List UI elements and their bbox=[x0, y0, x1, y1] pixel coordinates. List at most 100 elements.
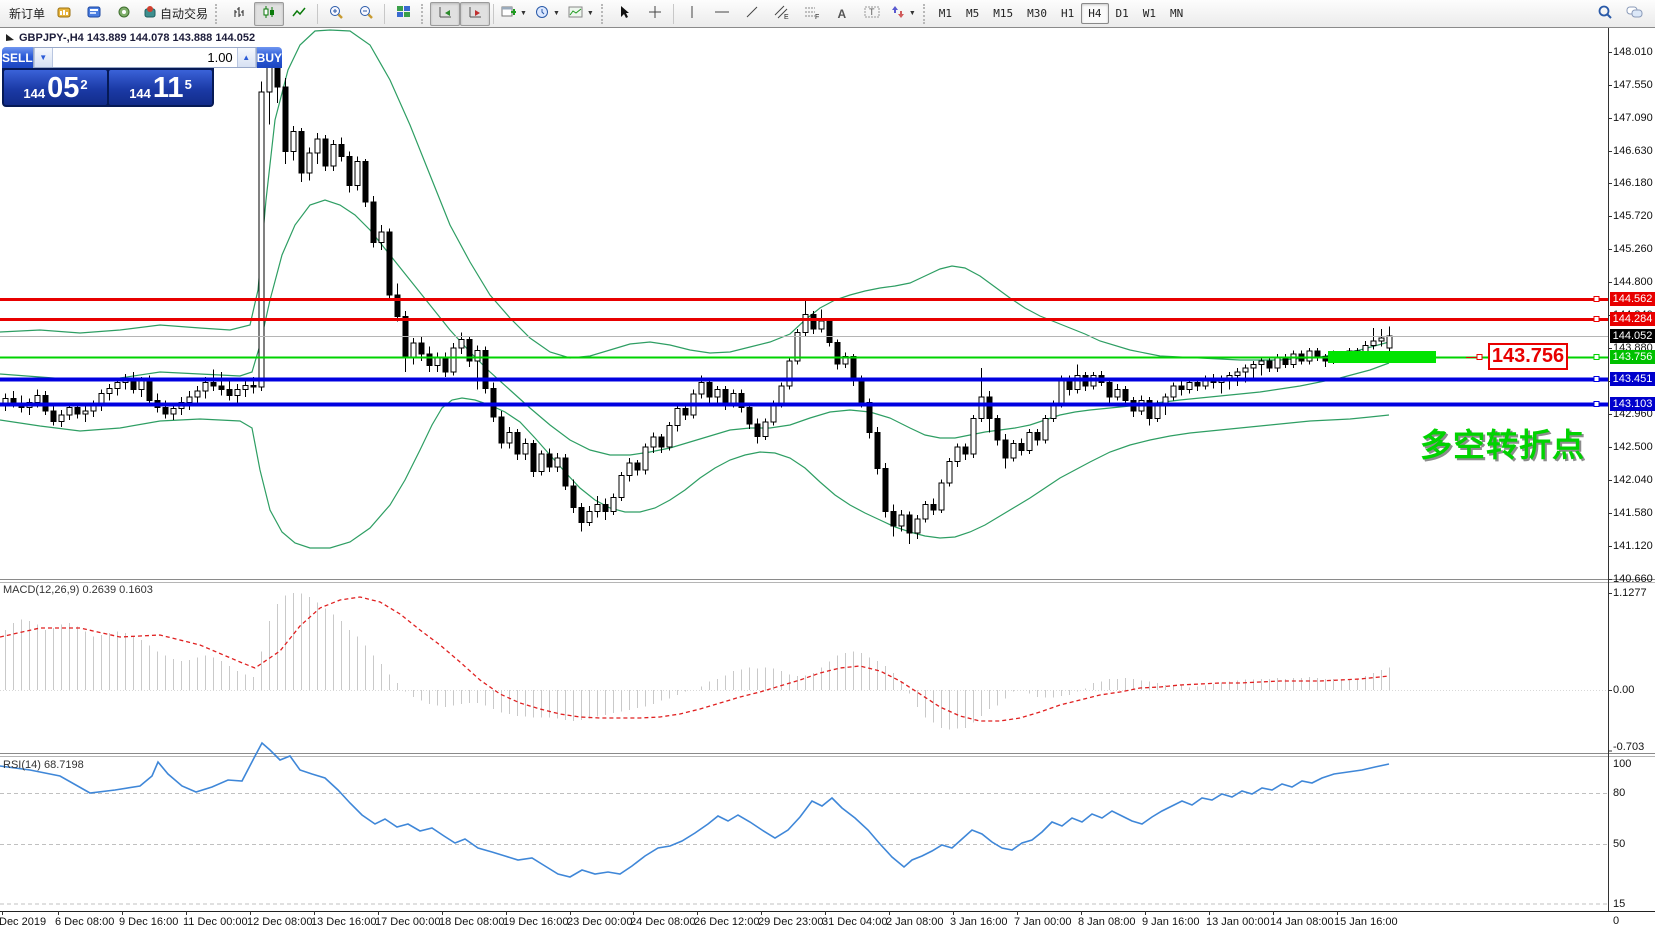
toolbar-grip bbox=[600, 3, 607, 24]
bollinger-lower-band bbox=[0, 397, 1390, 549]
buy-button[interactable]: BUY bbox=[256, 47, 283, 68]
bar-chart-button[interactable] bbox=[224, 2, 254, 26]
time-tick-label: 9 Dec 16:00 bbox=[119, 916, 179, 928]
arrows-button[interactable]: ▼ bbox=[887, 2, 920, 26]
main-toolbar: 新订单 自动交易 bbox=[0, 0, 1655, 28]
time-tick-label: 15 Jan 16:00 bbox=[1334, 916, 1398, 928]
line-handle[interactable] bbox=[1593, 296, 1600, 302]
price-tick-label: 142.960 bbox=[1613, 408, 1653, 420]
chart-shift-button[interactable] bbox=[460, 1, 491, 26]
market-watch-button[interactable] bbox=[79, 2, 109, 26]
terminal-icon bbox=[87, 5, 101, 22]
price-marker-144.562[interactable]: 144.562 bbox=[1610, 292, 1655, 306]
search-button[interactable] bbox=[1590, 2, 1620, 26]
search-icon bbox=[1597, 4, 1613, 23]
macd-tick-label: 0.00 bbox=[1613, 684, 1635, 696]
timeframe-button-d1[interactable]: D1 bbox=[1115, 7, 1129, 20]
price-tick-label: 144.800 bbox=[1613, 276, 1653, 288]
auto-scroll-button[interactable] bbox=[430, 1, 461, 26]
time-tick-label: 14 Jan 08:00 bbox=[1270, 916, 1334, 928]
annotation-text[interactable]: 多空转折点 bbox=[1420, 427, 1586, 463]
signal-icon bbox=[117, 5, 131, 22]
volume-decrease-button[interactable]: ▼ bbox=[33, 48, 53, 67]
indicators-icon bbox=[568, 5, 583, 22]
text-button[interactable]: A bbox=[827, 2, 857, 26]
price-marker-144.284[interactable]: 144.284 bbox=[1610, 312, 1655, 326]
sell-price-big: 05 bbox=[47, 72, 80, 105]
label-anchor[interactable] bbox=[1476, 354, 1483, 361]
sell-price-display[interactable]: 144 05 2 bbox=[4, 70, 107, 105]
time-tick-label: 23 Dec 00:00 bbox=[567, 916, 633, 928]
line-handle[interactable] bbox=[1593, 316, 1600, 322]
highlight-zone[interactable] bbox=[1328, 351, 1436, 364]
timeframe-button-m1[interactable]: M1 bbox=[938, 7, 953, 20]
timeframe-button-mn[interactable]: MN bbox=[1170, 7, 1184, 20]
buy-price-display[interactable]: 144 11 5 bbox=[109, 70, 212, 105]
auto-trading-button[interactable]: 自动交易 bbox=[139, 2, 212, 26]
chat-button[interactable] bbox=[1620, 2, 1650, 26]
time-tick-label: 29 Dec 23:00 bbox=[758, 916, 824, 928]
new-chart-button[interactable]: ▼ bbox=[497, 2, 531, 26]
candlestick-icon bbox=[262, 5, 276, 22]
channel-icon: E bbox=[774, 5, 790, 23]
line-handle[interactable] bbox=[1593, 401, 1600, 407]
price-callout-label[interactable]: 143.756 bbox=[1488, 343, 1568, 370]
macd-histogram bbox=[5, 592, 1390, 730]
text-label-button[interactable]: T bbox=[857, 2, 887, 26]
timeframe-button-h4[interactable]: H4 bbox=[1081, 3, 1109, 24]
macd-tick-label: 1.1277 bbox=[1613, 587, 1647, 599]
profiles-button[interactable]: ▼ bbox=[531, 2, 564, 26]
tile-windows-button[interactable] bbox=[388, 2, 418, 26]
rsi-tick-label: 15 bbox=[1613, 898, 1626, 910]
horizontal-line-button[interactable] bbox=[707, 2, 737, 26]
candlesticks bbox=[2, 54, 1393, 544]
indicators-button[interactable]: ▼ bbox=[564, 2, 598, 26]
vertical-line-button[interactable] bbox=[677, 2, 707, 26]
price-tick-label: 141.120 bbox=[1613, 540, 1653, 552]
timeframe-button-m30[interactable]: M30 bbox=[1027, 7, 1048, 20]
timeframe-button-h1[interactable]: H1 bbox=[1061, 7, 1075, 20]
zoom-in-button[interactable] bbox=[321, 2, 351, 26]
line-handle[interactable] bbox=[1593, 354, 1600, 360]
time-tick-label: 13 Jan 00:00 bbox=[1206, 916, 1270, 928]
rsi-tick-label: 80 bbox=[1613, 787, 1626, 799]
auto-trading-icon bbox=[143, 5, 157, 22]
trendline-icon bbox=[745, 5, 759, 22]
price-marker-143.756[interactable]: 143.756 bbox=[1610, 350, 1655, 364]
time-tick-label: 18 Dec 08:00 bbox=[439, 916, 505, 928]
volume-input[interactable] bbox=[52, 48, 237, 67]
fibonacci-button[interactable]: F bbox=[797, 2, 827, 26]
timeframe-button-m5[interactable]: M5 bbox=[966, 7, 980, 20]
cursor-button[interactable] bbox=[610, 2, 640, 26]
vertical-line-icon bbox=[687, 5, 697, 22]
equidistant-channel-button[interactable]: E bbox=[767, 2, 797, 26]
line-chart-button[interactable] bbox=[284, 2, 314, 26]
rsi-tick-label: 50 bbox=[1613, 838, 1626, 850]
crosshair-button[interactable] bbox=[640, 2, 670, 26]
line-handle[interactable] bbox=[1593, 376, 1600, 382]
symbol-header: GBPJPY-,H4 143.889 144.078 143.888 144.0… bbox=[6, 32, 255, 44]
time-tick-label: 17 Dec 00:00 bbox=[375, 916, 441, 928]
price-marker-143.451[interactable]: 143.451 bbox=[1610, 372, 1655, 386]
volume-increase-button[interactable]: ▲ bbox=[236, 48, 256, 67]
sell-price-sup: 2 bbox=[80, 77, 88, 92]
candlestick-chart-button[interactable] bbox=[254, 1, 285, 26]
clock-icon bbox=[535, 5, 549, 22]
charts-window-button[interactable] bbox=[49, 2, 79, 26]
time-tick-label: 3 Jan 16:00 bbox=[950, 916, 1008, 928]
price-tick-label: 142.500 bbox=[1613, 441, 1653, 453]
price-marker-143.103[interactable]: 143.103 bbox=[1610, 397, 1655, 411]
timeframe-button-w1[interactable]: W1 bbox=[1142, 7, 1157, 20]
trendline-button[interactable] bbox=[737, 2, 767, 26]
price-marker-144.052[interactable]: 144.052 bbox=[1610, 329, 1655, 343]
chart-canvas[interactable] bbox=[0, 28, 1655, 947]
toolbar-grip bbox=[215, 3, 221, 24]
timeframe-button-m15[interactable]: M15 bbox=[993, 7, 1014, 20]
new-order-button[interactable]: 新订单 bbox=[5, 2, 49, 26]
signals-button[interactable] bbox=[109, 2, 139, 26]
zoom-out-button[interactable] bbox=[351, 2, 381, 26]
auto-scroll-icon bbox=[438, 5, 453, 22]
volume-control: ▼ ▲ bbox=[32, 47, 257, 68]
sell-button[interactable]: SELL bbox=[2, 47, 33, 68]
